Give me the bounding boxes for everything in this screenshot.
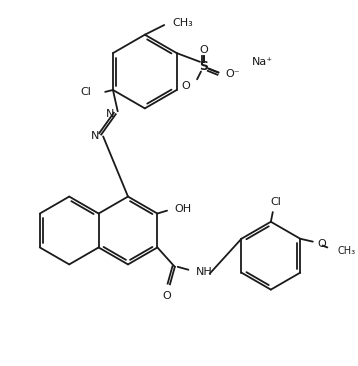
- Text: CH₃: CH₃: [172, 18, 193, 28]
- Text: Na⁺: Na⁺: [252, 57, 274, 67]
- Text: S: S: [199, 60, 208, 73]
- Text: CH₃: CH₃: [337, 246, 355, 256]
- Text: NH: NH: [196, 267, 213, 277]
- Text: O: O: [318, 239, 326, 249]
- Text: N: N: [106, 109, 114, 119]
- Text: O: O: [182, 81, 190, 91]
- Text: O: O: [163, 291, 171, 301]
- Text: Cl: Cl: [81, 87, 92, 97]
- Text: O⁻: O⁻: [225, 70, 240, 79]
- Text: Cl: Cl: [270, 197, 281, 207]
- Text: O: O: [199, 45, 208, 55]
- Text: OH: OH: [175, 204, 192, 214]
- Text: N: N: [91, 131, 99, 142]
